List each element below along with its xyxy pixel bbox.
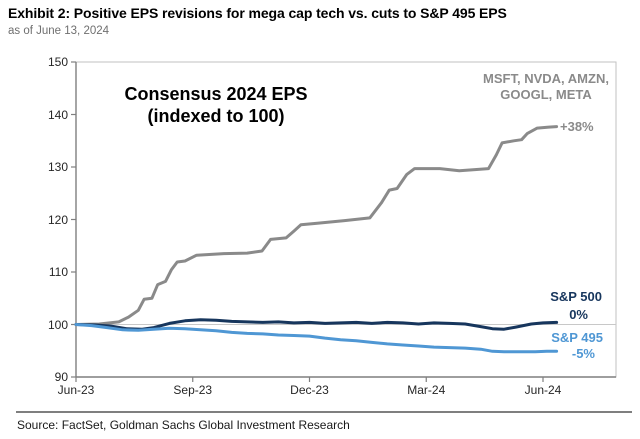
source-note: Source: FactSet, Goldman Sachs Global In…	[17, 418, 350, 432]
x-axis-tick-label-Jun-24: Jun-24	[524, 383, 562, 397]
sp500-series-label: S&P 500	[550, 289, 602, 304]
footer-separator-line	[16, 411, 632, 413]
y-axis-tick-label-90: 90	[54, 370, 68, 384]
mega-cap-series-label-line2: GOOGL, META	[500, 87, 592, 102]
y-axis-tick-label-140: 140	[47, 107, 68, 122]
series-line-1	[74, 318, 559, 331]
x-axis-tick-label-Mar-24: Mar-24	[407, 383, 446, 397]
plot-canvas	[71, 61, 617, 382]
eps-line-chart: 90 100 110 120 130 140 150 Jun-23 Sep-23 Dec-23 Ma…	[47, 55, 640, 397]
sp495-series-label: S&P 495	[551, 330, 603, 345]
y-axis-tick-label-110: 110	[48, 265, 68, 279]
y-axis-tick-label-150: 150	[47, 55, 68, 69]
mega-cap-series-label-line1: MSFT, NVDA, AMZN,	[483, 71, 609, 86]
sp500-end-value-label: 0%	[569, 307, 588, 322]
mega-cap-series-label: MSFT, NVDA, AMZN, GOOGL, META	[446, 71, 640, 103]
series-line-0	[74, 125, 559, 326]
x-axis-tick-label-Jun-23: Jun-23	[57, 383, 95, 397]
x-axis-tick-label-Sep-23: Sep-23	[173, 383, 213, 397]
chart-title-line2: (indexed to 100)	[147, 106, 285, 126]
y-axis-tick-label-120: 120	[47, 212, 68, 227]
x-axis-tick-label-Dec-23: Dec-23	[290, 383, 329, 397]
mega-cap-end-value-label: +38%	[560, 119, 594, 134]
y-axis-tick-label-100: 100	[47, 317, 68, 332]
y-axis-tick-label-130: 130	[47, 160, 68, 174]
series-line-2	[74, 323, 559, 354]
sp495-end-value-label: -5%	[571, 346, 595, 361]
chart-title: Consensus 2024 EPS (indexed to 100)	[96, 83, 336, 127]
chart-title-line1: Consensus 2024 EPS	[124, 84, 308, 104]
exhibit-subtitle: as of June 13, 2024	[8, 25, 110, 37]
exhibit-title: Exhibit 2: Positive EPS revisions for me…	[8, 5, 507, 21]
